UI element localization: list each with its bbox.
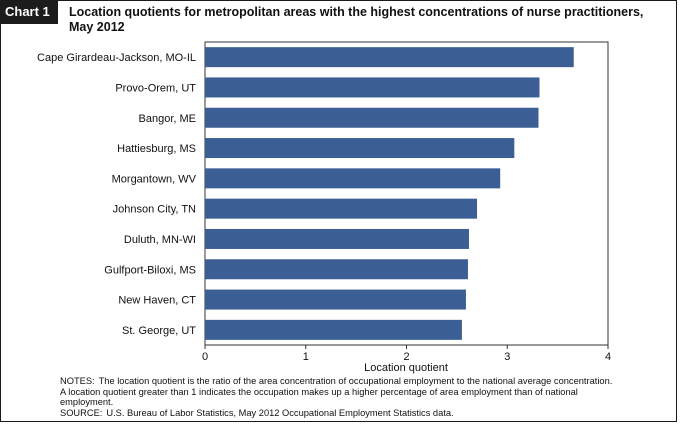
bar [205,289,466,310]
bar [205,47,574,68]
category-label: Provo-Orem, UT [115,82,196,94]
x-tick-label: 2 [403,351,409,363]
x-tick-label: 1 [303,351,309,363]
source-label: SOURCE: [60,407,103,418]
x-axis-label: Location quotient [364,362,448,374]
category-label: Gulfport-Biloxi, MS [104,264,196,276]
notes-block: NOTES: The location quotient is the ratio… [60,376,620,418]
category-label: St. George, UT [122,325,196,337]
category-label: Cape Girardeau-Jackson, MO-IL [37,52,196,64]
bar [205,198,478,219]
chart-title: Location quotients for metropolitan area… [69,5,644,34]
bar [205,77,540,98]
x-tick-label: 3 [504,351,510,363]
notes-text: The location quotient is the ratio of th… [60,376,613,407]
category-label: Morgantown, WV [112,173,197,185]
notes-label: NOTES: [60,376,95,386]
category-label: Duluth, MN-WI [124,234,196,246]
category-label: Hattiesburg, MS [117,143,196,155]
bar [205,168,501,189]
x-tick-label: 4 [605,351,611,363]
category-label: New Haven, CT [118,295,196,307]
bar [205,228,469,249]
bar [205,319,462,340]
source-text: U.S. Bureau of Labor Statistics, May 201… [106,407,454,418]
bar [205,107,539,128]
chart-badge: Chart 1 [0,0,58,24]
category-label: Bangor, ME [139,113,196,125]
category-label: Johnson City, TN [113,204,196,216]
x-tick-label: 0 [202,351,208,363]
bar [205,259,468,280]
bar [205,138,515,159]
